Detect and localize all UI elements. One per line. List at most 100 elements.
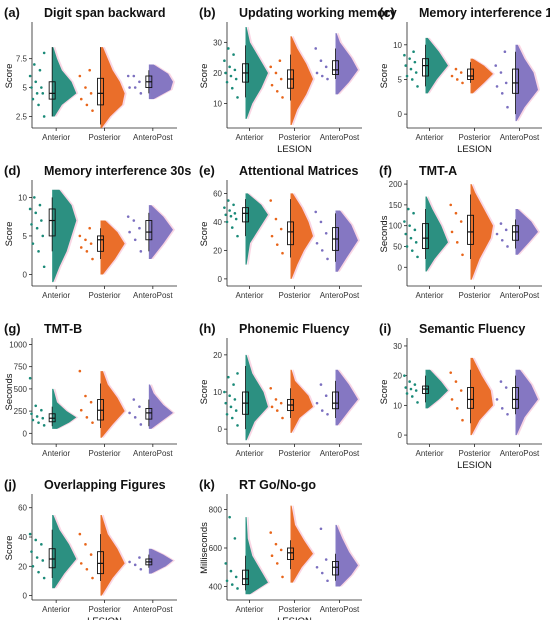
x-tick-label: Anterior: [235, 291, 263, 300]
data-point: [84, 394, 87, 398]
data-point: [31, 565, 35, 568]
data-point: [503, 50, 507, 54]
data-point: [275, 243, 279, 246]
half-violin: [290, 36, 313, 125]
data-point: [319, 59, 323, 63]
data-point: [84, 238, 87, 242]
x-tick-label: AnteroPost: [500, 291, 540, 300]
half-violin: [245, 354, 268, 441]
x-tick-label: Anterior: [415, 133, 443, 142]
y-tick-label: 500: [14, 385, 28, 394]
series-posterior: [450, 58, 495, 94]
panel-label: (k): [199, 477, 215, 492]
data-point: [79, 97, 83, 101]
half-violin: [245, 517, 268, 595]
data-point: [495, 398, 499, 401]
data-point: [455, 78, 459, 81]
y-tick-label: 10: [393, 401, 402, 410]
data-point: [28, 74, 32, 78]
series-anterior: [223, 354, 270, 441]
panel-title: Digit span backward: [44, 6, 166, 20]
data-point: [315, 241, 319, 245]
data-point: [459, 220, 463, 223]
half-violin: [425, 37, 448, 94]
box-iqr: [332, 391, 339, 410]
data-point: [506, 105, 509, 109]
data-point: [449, 371, 453, 374]
x-tick-label: Posterior: [458, 291, 490, 300]
x-tick-label: Anterior: [42, 291, 70, 300]
half-violin: [290, 369, 313, 433]
half-violin: [290, 193, 313, 279]
x-tick-label: AnteroPost: [320, 605, 360, 614]
y-tick-label: 20: [213, 351, 222, 360]
data-point: [138, 556, 141, 559]
half-violin: [100, 220, 125, 275]
half-violin: [335, 369, 358, 426]
x-tick-label: AnteroPost: [133, 449, 173, 458]
x-tick-label: Posterior: [458, 133, 490, 142]
data-point: [84, 86, 87, 89]
data-point: [450, 398, 454, 401]
data-point: [31, 97, 35, 101]
data-point: [40, 408, 43, 412]
data-point: [227, 375, 230, 379]
y-tick-label: 10: [18, 193, 27, 202]
box-iqr: [422, 385, 429, 394]
data-point: [455, 407, 459, 410]
data-point: [128, 230, 131, 234]
y-axis-label: Score: [4, 536, 15, 561]
data-point: [227, 47, 230, 50]
data-point: [38, 203, 42, 207]
data-point: [319, 383, 323, 386]
y-tick-label: 10: [213, 100, 222, 109]
data-point: [35, 556, 39, 559]
data-point: [232, 53, 235, 56]
series-posterior: [269, 36, 315, 125]
y-tick-label: 20: [18, 562, 27, 571]
series-anteropost: [494, 44, 540, 122]
data-point: [461, 418, 464, 422]
series-anteropost: [128, 548, 175, 574]
box-iqr: [145, 220, 153, 241]
data-point: [279, 548, 283, 552]
half-violin: [245, 193, 268, 265]
panel-2: (c) Memory interference 10s 0 5 10 Score Anter…: [379, 5, 550, 155]
x-tick-label: AnteroPost: [500, 133, 540, 142]
data-point: [79, 562, 83, 565]
y-tick-label: 7.5: [16, 55, 28, 64]
data-point: [495, 232, 499, 236]
y-tick-label: 0: [23, 592, 28, 601]
half-violin: [245, 27, 268, 119]
data-point: [278, 59, 282, 63]
data-point: [315, 401, 319, 405]
data-point: [269, 386, 273, 390]
data-point: [229, 569, 233, 573]
panel-1: (b) Updating working memory 10 20 30 Score Ant…: [199, 5, 397, 155]
x-axis-label: LESION: [457, 460, 492, 471]
data-point: [408, 57, 411, 60]
data-point: [85, 416, 89, 419]
half-violin: [515, 369, 538, 436]
data-point: [230, 416, 234, 420]
y-tick-label: 1000: [9, 340, 27, 349]
y-tick-label: 60: [18, 504, 27, 513]
data-point: [410, 78, 414, 81]
series-anteropost: [495, 369, 540, 436]
y-tick-label: 150: [389, 201, 403, 210]
data-point: [275, 562, 279, 565]
series-anteropost: [495, 209, 540, 255]
half-violin: [470, 58, 493, 94]
y-tick-label: 0: [218, 275, 223, 284]
y-tick-label: 60: [213, 189, 222, 198]
box-iqr: [48, 548, 56, 569]
data-point: [234, 575, 238, 579]
box-iqr: [512, 387, 519, 409]
x-tick-label: Anterior: [42, 605, 70, 614]
data-point: [42, 576, 46, 580]
box-iqr: [287, 221, 294, 246]
panel-title: Memory interference 30s: [44, 164, 191, 178]
data-point: [34, 538, 38, 542]
data-point: [34, 80, 38, 84]
data-point: [224, 213, 228, 217]
